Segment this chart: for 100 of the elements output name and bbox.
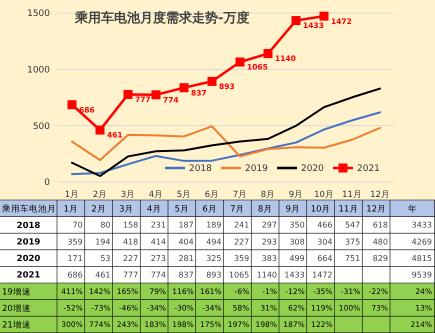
x-tick-label: 10月 xyxy=(314,190,334,200)
y-tick-label: 1000 xyxy=(27,65,50,76)
legend-label: 2019 xyxy=(245,164,268,174)
data-label: 350 xyxy=(289,220,305,230)
data-label: 774 xyxy=(150,270,166,280)
data-label: 418 xyxy=(122,237,138,246)
data-label: 466 xyxy=(317,220,332,230)
data-label: 231 xyxy=(150,220,166,230)
x-tick-label: 9月 xyxy=(288,190,304,200)
data-label: 194 xyxy=(95,237,110,246)
x-tick-label: 8月 xyxy=(260,190,276,200)
data-label: 80 xyxy=(100,220,110,230)
data-label: 227 xyxy=(122,254,138,263)
category-label: 8月 xyxy=(258,204,272,214)
x-tick-label: 7月 xyxy=(232,190,248,200)
x-tick-label: 4月 xyxy=(148,190,164,200)
data-label: 618 xyxy=(372,220,388,230)
data-label: 375 xyxy=(344,237,360,246)
legend-label: 2018 xyxy=(189,164,212,174)
legend-label: 2020 xyxy=(301,164,324,174)
data-label: 461 xyxy=(95,270,110,280)
category-label: 7月 xyxy=(230,204,245,214)
data-label: 829 xyxy=(372,254,388,263)
text: 2019 xyxy=(16,237,40,248)
point xyxy=(68,100,76,110)
category-label: 2月 xyxy=(91,204,106,214)
legend-label: 2021 xyxy=(357,164,380,174)
data-label: 837 xyxy=(178,270,194,280)
data-label: 494 xyxy=(206,237,222,246)
data-label: 304 xyxy=(317,237,332,246)
x-tick-label: 3月 xyxy=(120,190,136,200)
category-label: 9月 xyxy=(286,204,300,214)
point xyxy=(320,12,328,21)
data-label: 171 xyxy=(67,254,83,263)
data-label: 158 xyxy=(122,220,138,230)
x-tick-label: 6月 xyxy=(204,190,220,200)
data-label: 893 xyxy=(206,270,222,280)
category-label: 5月 xyxy=(174,204,190,214)
data-label: 359 xyxy=(67,237,83,246)
category-label: 10月 xyxy=(310,204,331,214)
data-label: 404 xyxy=(178,237,194,246)
data-label: 241 xyxy=(234,220,250,230)
line-series xyxy=(71,88,381,178)
category-label: 12月 xyxy=(366,204,386,214)
category-label: 6月 xyxy=(202,204,217,214)
text: 20增速 xyxy=(2,302,31,314)
text: 2021 xyxy=(16,270,40,281)
x-tick-label: 1月 xyxy=(64,190,80,200)
data-label: 1433 xyxy=(284,270,305,280)
line-series xyxy=(71,125,381,162)
text: 9539 xyxy=(412,270,432,280)
y-tick-label: 1500 xyxy=(27,9,50,20)
category-label: 11月 xyxy=(338,204,358,214)
text: 4269 xyxy=(412,237,432,246)
data-label: 187 xyxy=(178,220,194,230)
category-label: 3月 xyxy=(119,204,134,214)
text: 19增速 xyxy=(2,286,31,298)
data-label: 686 xyxy=(67,270,83,280)
data-label: 227 xyxy=(234,237,250,246)
point xyxy=(292,16,300,26)
data-label: 70 xyxy=(72,220,83,230)
category-label: 1月 xyxy=(64,204,78,214)
data-label: 414 xyxy=(150,237,166,246)
data-label: 297 xyxy=(262,220,277,230)
data-label: 751 xyxy=(344,254,360,263)
point xyxy=(152,90,160,100)
point xyxy=(96,126,104,135)
data-label: 308 xyxy=(289,237,305,246)
data-label: 777 xyxy=(122,270,138,280)
data-label: 664 xyxy=(317,254,332,263)
data-label: 189 xyxy=(206,220,222,230)
x-tick-label: 2月 xyxy=(92,190,108,200)
data-label: 325 xyxy=(206,254,222,263)
chart-title: 乘用车电池月度需求走势-万度 xyxy=(74,10,250,26)
data-label: 1065 xyxy=(228,270,250,280)
y-tick-label: 500 xyxy=(32,122,50,132)
line-series xyxy=(71,111,381,176)
point xyxy=(124,90,132,99)
text: 4815 xyxy=(412,254,432,263)
data-label: 547 xyxy=(344,220,360,230)
data-label: 53 xyxy=(100,254,110,263)
data-label: 499 xyxy=(289,254,305,263)
data-label: 383 xyxy=(262,254,277,263)
text: 2018 xyxy=(16,220,40,231)
category-label: 4月 xyxy=(146,204,162,214)
x-tick-label: 12月 xyxy=(370,190,390,200)
x-tick-label: 11月 xyxy=(342,190,362,200)
data-label: 273 xyxy=(150,254,166,263)
text: 2020 xyxy=(16,254,40,264)
point xyxy=(180,83,188,92)
x-tick-label: 5月 xyxy=(176,190,192,200)
point xyxy=(264,49,272,58)
data-label: 281 xyxy=(178,254,194,263)
text: 年 xyxy=(408,203,417,214)
y-tick-label: 0 xyxy=(44,178,50,188)
text: 乘用车电池月 xyxy=(2,203,56,214)
data-label: 1140 xyxy=(256,270,277,280)
data-label: 1472 xyxy=(312,270,332,280)
point xyxy=(236,58,244,67)
data-label: 359 xyxy=(234,254,250,263)
